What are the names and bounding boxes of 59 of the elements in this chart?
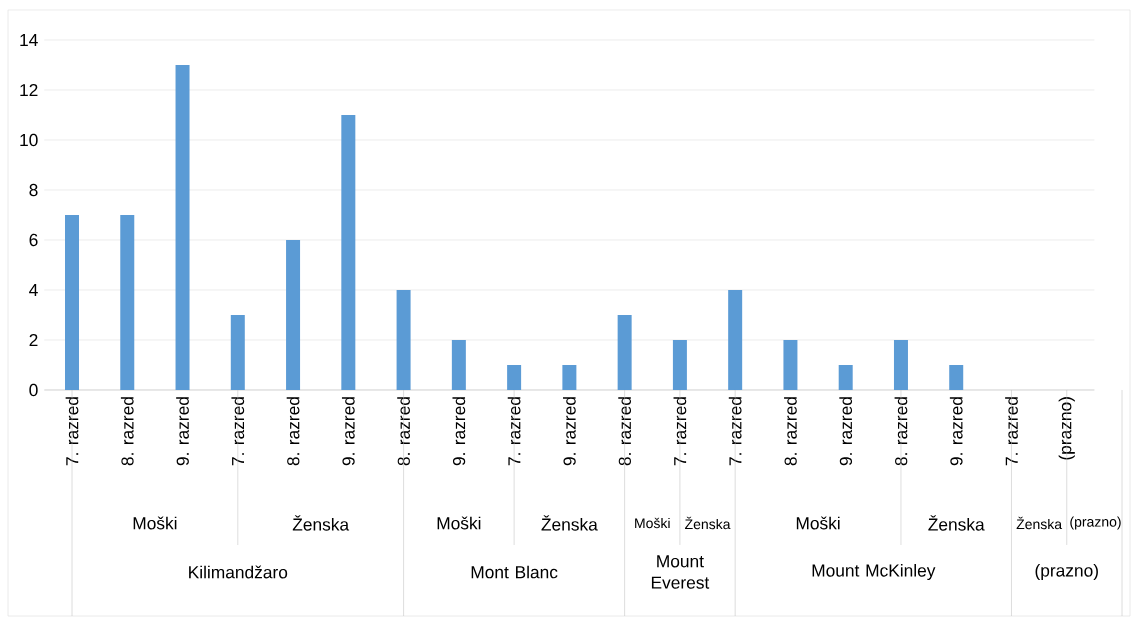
y-tick-label: 12	[20, 83, 38, 97]
text: Ženska	[292, 515, 350, 531]
bar	[617, 315, 632, 390]
bar	[175, 65, 190, 390]
y-tick-label: 2	[29, 333, 38, 347]
bar	[507, 365, 522, 390]
text: Ženska	[928, 515, 985, 531]
x-tick-label: 9. razred	[839, 397, 853, 466]
x-tick-label: 8. razred	[618, 397, 631, 466]
x-tick-label: 7. razred	[231, 397, 245, 466]
x-tick-label: 7. razred	[673, 397, 687, 466]
x-tick-label: 7. razred	[728, 397, 742, 466]
x-tick-label: 7. razred	[507, 397, 521, 466]
bar	[396, 290, 411, 390]
y-tick-label: 8	[29, 183, 38, 197]
bar	[672, 340, 687, 390]
x-tick-label: 9. razred	[341, 397, 355, 466]
text: Kilimandžaro	[189, 565, 288, 579]
bar	[451, 340, 466, 390]
text: Moški	[437, 516, 481, 530]
y-tick-label: 14	[20, 34, 38, 46]
bar	[783, 340, 798, 390]
text: Mount Everest	[651, 555, 710, 589]
y-tick-label: 4	[29, 284, 38, 296]
y-tick-label: 0	[29, 383, 38, 397]
bar	[949, 365, 964, 390]
x-tick-label: 9. razred	[176, 397, 189, 466]
y-tick-label: 10	[20, 133, 38, 147]
x-tick-label: 7. razred	[1005, 397, 1018, 466]
x-tick-label: 8. razred	[286, 397, 300, 466]
x-tick-label: 9. razred	[949, 397, 963, 466]
x-tick-label: 7. razred	[65, 397, 79, 466]
bar	[562, 365, 577, 390]
x-tick-label: 8. razred	[397, 397, 410, 466]
text: (prazno)	[1035, 563, 1098, 581]
bar	[728, 290, 743, 390]
bar	[65, 215, 80, 390]
text: Mount McKinley	[812, 563, 936, 581]
text: Ženska	[541, 515, 598, 531]
text: Moški	[635, 517, 670, 529]
text: Ženska	[685, 516, 731, 530]
text: Mont Blanc	[471, 565, 558, 579]
x-tick-label: 8. razred	[120, 397, 134, 466]
x-tick-label: 9. razred	[452, 397, 466, 466]
text: Moški	[133, 516, 177, 530]
x-tick-label: 9. razred	[563, 397, 576, 466]
text: (prazno)	[1070, 516, 1121, 530]
text: Ženska	[1016, 516, 1063, 530]
x-tick-label: 8. razred	[784, 397, 797, 466]
text: Moški	[796, 516, 840, 530]
bar	[893, 340, 908, 390]
x-tick-label: 8. razred	[894, 397, 908, 466]
bar	[838, 365, 853, 390]
bar	[286, 240, 301, 390]
bar	[230, 315, 245, 390]
y-tick-label: 6	[29, 233, 38, 247]
bar	[341, 115, 356, 390]
x-tick-label: (prazno)	[1058, 397, 1075, 460]
bar	[120, 215, 135, 390]
